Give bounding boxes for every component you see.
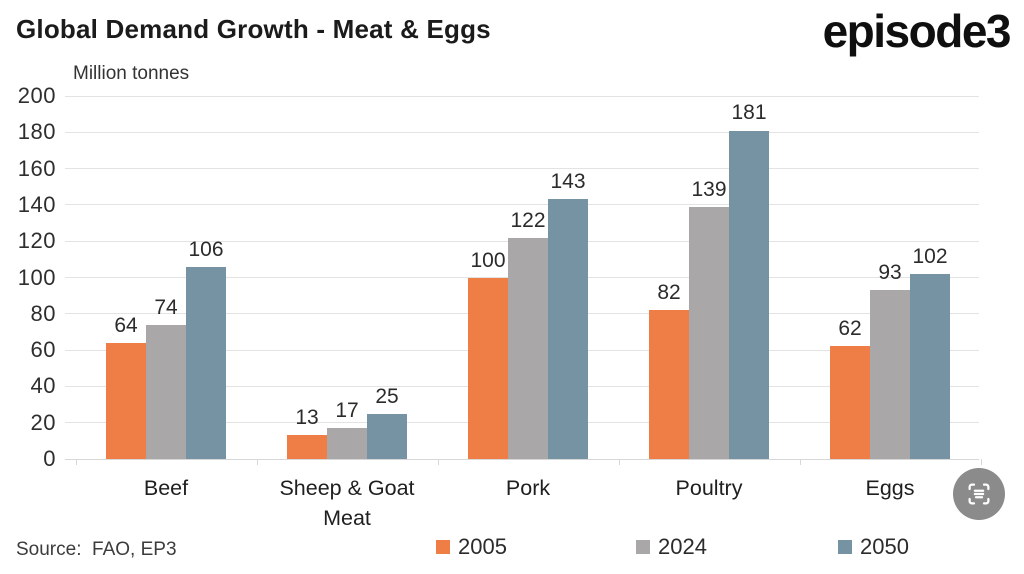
episode3-logo: episode3 [822, 5, 1012, 57]
y-axis-tick-label: 120 [17, 228, 56, 254]
bar-value-label: 106 [188, 237, 224, 261]
y-axis-tick-label: 140 [17, 191, 56, 217]
y-axis-tick-label: 180 [17, 119, 56, 145]
y-axis-tick-label: 60 [30, 337, 56, 363]
gridline [65, 95, 979, 97]
y-axis-unit-label: Million tonnes [73, 63, 190, 84]
legend-item-2024: 2024 [636, 534, 707, 560]
bar-value-label: 74 [154, 295, 178, 319]
bar-eggs-2050 [910, 273, 950, 459]
bar-value-label: 93 [878, 261, 902, 285]
y-axis-tick-label: 80 [30, 300, 56, 326]
x-axis-label-poultry: Poultry [675, 476, 743, 500]
x-axis-label-eggs: Eggs [865, 476, 915, 500]
source-note: Source: FAO, EP3 [16, 539, 177, 560]
legend-label: 2005 [458, 534, 507, 559]
bar-value-label: 102 [912, 244, 948, 268]
bar-value-label: 17 [335, 399, 359, 423]
bar-eggs-2024 [870, 290, 910, 459]
bar-eggs-2005 [830, 346, 870, 459]
bar-poultry-2024 [689, 206, 729, 459]
bar-value-label: 64 [114, 313, 138, 337]
bar-value-label: 143 [550, 170, 586, 194]
gridline [65, 131, 979, 133]
x-axis-label-sheep-goat-meat: Sheep & Goat Meat [279, 476, 415, 531]
plot-area: 64 13 100 82 62 74 17 122 139 93 106 25 143 181 102 [65, 95, 982, 465]
bar-sheep-goat-meat-2005 [287, 435, 327, 459]
bar-sheep-goat-meat-2024 [327, 428, 367, 459]
bar-pork-2005 [468, 277, 508, 459]
bar-beef-2005 [106, 342, 146, 459]
bar-value-label: 181 [731, 101, 767, 125]
bar-value-label: 122 [510, 208, 546, 232]
scan-text-icon [964, 479, 994, 509]
legend-swatch-2050 [838, 540, 852, 554]
bar-poultry-2050 [729, 130, 769, 459]
bar-pork-2050 [548, 199, 588, 459]
chart-title: Global Demand Growth - Meat & Eggs [16, 14, 491, 44]
legend-swatch-2005 [436, 540, 450, 554]
gridline [65, 204, 979, 206]
y-axis-tick-label: 160 [17, 155, 56, 181]
gridline [65, 168, 979, 170]
bar-value-label: 100 [470, 248, 506, 272]
y-axis-tick-label: 0 [43, 446, 56, 471]
bar-poultry-2005 [649, 310, 689, 459]
y-axis-tick-label: 40 [30, 373, 56, 399]
x-axis-tick [256, 459, 258, 465]
x-axis-tick [437, 459, 439, 465]
legend-item-2005: 2005 [436, 534, 507, 560]
bar-sheep-goat-meat-2050 [367, 413, 407, 459]
bar-value-label: 62 [838, 317, 862, 341]
x-axis-line [65, 458, 979, 460]
bar-value-label: 13 [295, 406, 319, 430]
y-axis-tick-label: 100 [17, 264, 56, 290]
x-axis-label-pork: Pork [505, 476, 551, 500]
x-axis-tick [799, 459, 801, 465]
y-axis-tick-label: 20 [30, 409, 56, 435]
y-axis-tick-label: 200 [17, 83, 56, 108]
x-axis-label-beef: Beef [143, 476, 189, 500]
legend-label: 2024 [658, 534, 707, 559]
x-axis-tick [618, 459, 620, 465]
legend-item-2050: 2050 [838, 534, 909, 560]
x-axis-tick [75, 459, 77, 465]
bar-beef-2050 [186, 266, 226, 459]
scan-button[interactable] [953, 468, 1005, 520]
bar-value-label: 25 [375, 384, 399, 408]
bar-value-label: 82 [657, 281, 681, 305]
legend-swatch-2024 [636, 540, 650, 554]
legend-label: 2050 [860, 534, 909, 559]
bar-value-label: 139 [691, 177, 727, 201]
bar-beef-2024 [146, 324, 186, 459]
x-axis-tick [980, 459, 982, 465]
bar-pork-2024 [508, 237, 548, 459]
